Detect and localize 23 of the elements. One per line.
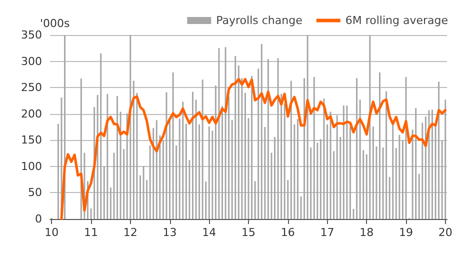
y-tick-label: 300 [21, 54, 42, 68]
line-series [60, 78, 447, 220]
y-tick-label: 350 [21, 28, 42, 42]
legend-label: Payrolls change [216, 14, 303, 27]
x-tick-label: 11 [84, 226, 98, 239]
x-tick-label: 19 [398, 226, 413, 239]
y-tick-label: 250 [21, 81, 42, 94]
x-tick-label: 12 [123, 226, 138, 239]
y-tick-label: 200 [21, 107, 42, 120]
y-axis-title: '000s [40, 17, 70, 30]
x-tick-label: 20 [438, 226, 452, 239]
y-tick-label: 0 [35, 212, 42, 226]
x-tick-label: 16 [280, 226, 295, 239]
legend-label: 6M rolling average [345, 14, 448, 27]
x-tick-label: 14 [202, 226, 216, 239]
x-tick-label: 17 [320, 226, 334, 239]
x-tick-label: 13 [162, 226, 177, 239]
x-tick-label: 15 [242, 226, 256, 239]
x-tick-label: 18 [360, 226, 374, 239]
y-tick-label: 150 [21, 134, 42, 147]
y-tick-label: 100 [21, 160, 42, 173]
x-tick-label: 10 [44, 226, 59, 239]
y-tick-label: 50 [28, 186, 42, 200]
